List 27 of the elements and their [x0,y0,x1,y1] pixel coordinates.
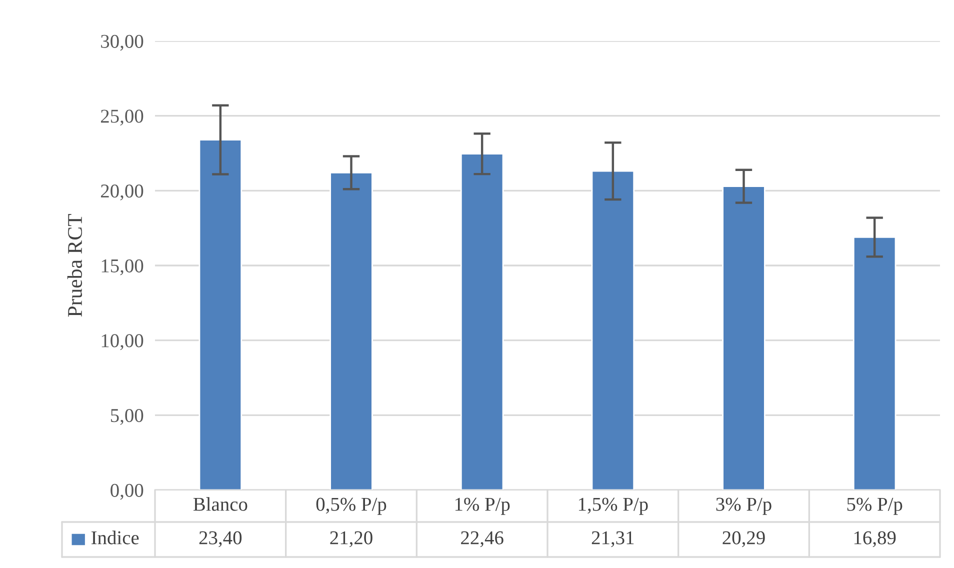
legend-label: Indice [91,530,139,544]
x-tick-label: 5% P/p [847,498,902,515]
bar [198,139,242,490]
x-tick-label: 3% P/p [716,498,772,515]
y-tick-label: 10,00 [102,334,144,350]
y-tick-label: 0,00 [110,484,144,500]
y-tick-label: 20,00 [100,184,144,200]
data-label: 21,31 [592,531,634,548]
y-tick-label: 25,00 [100,110,144,126]
y-tick-label: 5,00 [110,408,144,425]
y-tick-label: 15,00 [102,259,144,276]
data-label: 21,20 [330,531,372,548]
data-label: 23,40 [199,531,242,548]
data-label: 16,89 [854,531,896,548]
data-label: 20,29 [722,531,765,548]
bar [722,186,766,490]
data-label: 22,46 [461,531,504,548]
bar [591,170,635,490]
x-tick-label: 1% P/p [455,498,510,515]
bar [852,236,896,490]
bar [460,153,504,490]
bar [330,172,373,490]
x-tick-label: 1,5% P/p [578,498,648,515]
y-axis-title: Prueba RCT [67,214,82,317]
x-tick-label: 0,5% P/p [316,498,386,515]
y-tick-label: 30,00 [101,34,144,51]
x-tick-label: Blanco [193,497,248,511]
